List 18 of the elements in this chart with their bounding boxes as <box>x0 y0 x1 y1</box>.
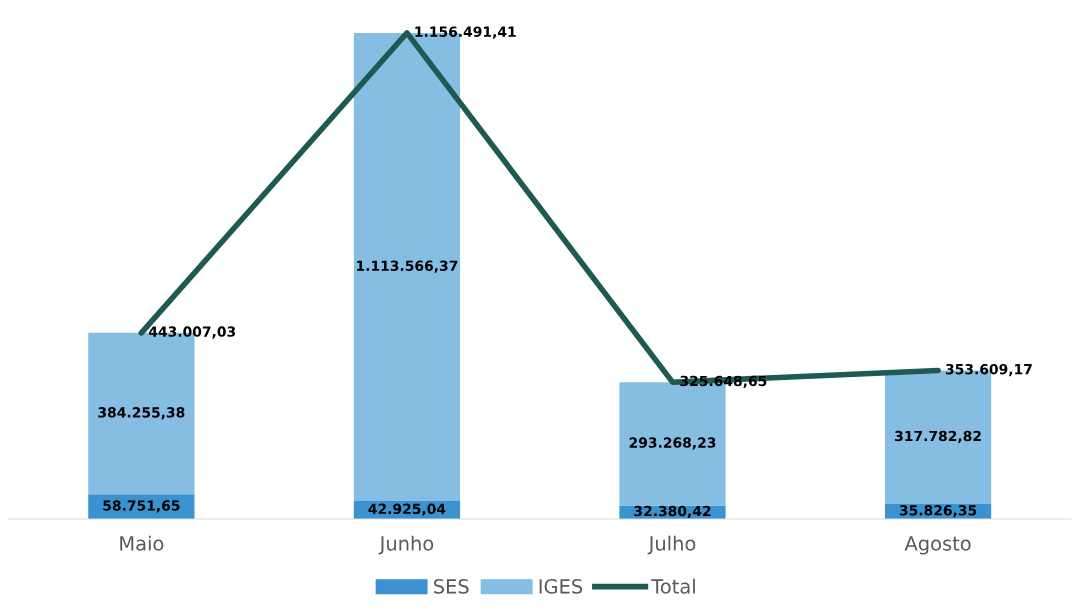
legend-label: IGES <box>539 579 583 594</box>
data-label: 384.255,38 <box>98 407 185 420</box>
data-label: 317.782,82 <box>895 430 981 444</box>
legend-label: SES <box>434 579 469 594</box>
data-label: 443.007,03 <box>148 326 236 339</box>
data-label: 293.268,23 <box>629 437 716 450</box>
data-label: 1.113.566,37 <box>357 260 458 273</box>
x-tick-label: Maio <box>120 535 164 551</box>
data-label: 32.380,42 <box>634 505 711 519</box>
x-tick-label: Agosto <box>904 536 971 555</box>
data-label: 58.751,65 <box>103 500 180 513</box>
x-tick-label: Junho <box>378 535 434 555</box>
data-label: 35.826,35 <box>899 505 977 518</box>
data-label: 42.925,04 <box>368 503 446 516</box>
data-label: 1.156.491,41 <box>415 26 516 39</box>
data-label: 353.609,17 <box>945 363 1032 377</box>
legend-label: Total <box>651 578 695 594</box>
x-tick-label: Julho <box>647 535 696 555</box>
